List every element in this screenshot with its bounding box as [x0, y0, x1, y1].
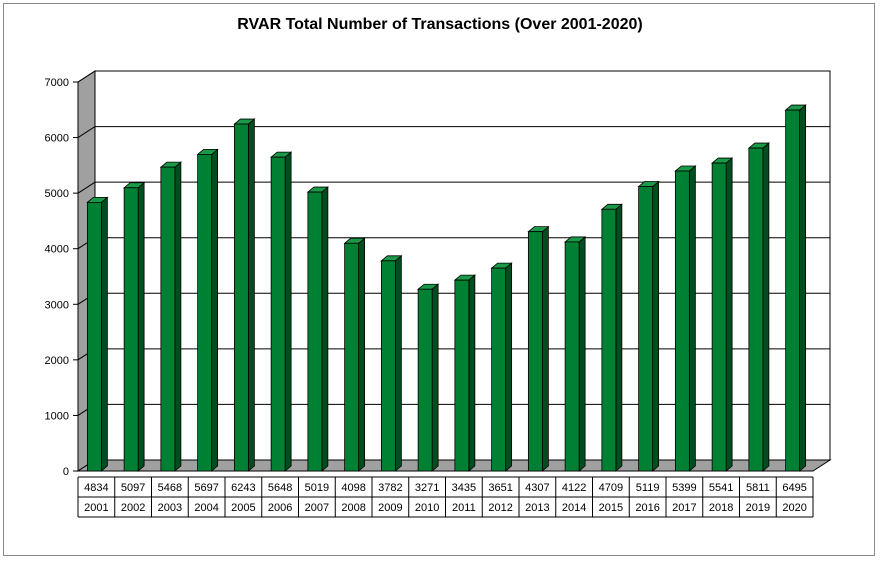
- bar: [417, 288, 433, 472]
- x-tick-label: 2010: [415, 502, 439, 514]
- y-tick-label: 0: [63, 466, 69, 478]
- bar: [601, 208, 617, 472]
- x-tick-label: 2019: [746, 502, 770, 514]
- x-tick-label: 2002: [121, 502, 145, 514]
- data-label: 5648: [268, 482, 292, 494]
- y-tick-label: 2000: [45, 355, 69, 367]
- data-label: 4098: [341, 482, 365, 494]
- bar: [233, 123, 249, 472]
- gridline-side: [77, 181, 96, 194]
- data-label: 6495: [782, 482, 806, 494]
- bar: [197, 154, 213, 472]
- y-tick-label: 7000: [45, 77, 69, 89]
- bar-side: [652, 180, 660, 472]
- bar-side: [505, 262, 513, 472]
- bar-side: [725, 157, 733, 472]
- y-tick-label: 4000: [45, 244, 69, 256]
- bar: [344, 242, 360, 472]
- bar-side: [799, 104, 807, 472]
- gridline-side: [77, 126, 96, 138]
- bar: [638, 186, 654, 472]
- bar: [123, 187, 139, 472]
- data-label: 3435: [452, 482, 476, 494]
- data-label: 5399: [672, 482, 696, 494]
- data-label: 3651: [488, 482, 512, 494]
- data-label: 3271: [415, 482, 439, 494]
- data-label: 5468: [158, 482, 182, 494]
- bar: [785, 109, 801, 472]
- bar-side: [394, 254, 402, 472]
- bar-side: [100, 196, 108, 472]
- bar-side: [174, 161, 182, 472]
- bar-side: [137, 181, 145, 472]
- data-label: 5119: [636, 482, 660, 494]
- bar-side: [468, 274, 476, 472]
- x-tick-label: 2004: [194, 502, 218, 514]
- bar: [86, 201, 102, 472]
- x-tick-label: 2007: [305, 502, 329, 514]
- data-label: 4834: [84, 482, 108, 494]
- bar: [491, 267, 507, 472]
- bar: [380, 260, 396, 472]
- bar-side: [541, 225, 549, 472]
- bar-side: [688, 165, 696, 472]
- x-tick-label: 2014: [562, 502, 586, 514]
- chart-title: RVAR Total Number of Transactions (Over …: [237, 16, 643, 33]
- data-label: 5811: [746, 482, 770, 494]
- bar-side: [247, 118, 255, 472]
- x-tick-label: 2011: [452, 502, 476, 514]
- data-label: 5541: [709, 482, 733, 494]
- x-tick-label: 2009: [378, 502, 402, 514]
- x-tick-label: 2012: [488, 502, 512, 514]
- y-tick-label: 3000: [45, 299, 69, 311]
- data-label: 5097: [121, 482, 145, 494]
- data-label: 4709: [599, 482, 623, 494]
- bar-side: [321, 186, 329, 472]
- bar: [564, 241, 580, 472]
- x-tick-label: 2016: [635, 502, 659, 514]
- y-tick-label: 6000: [45, 133, 69, 145]
- x-tick-label: 2018: [709, 502, 733, 514]
- bar-side: [578, 236, 586, 472]
- bar: [527, 231, 543, 472]
- x-tick-label: 2001: [84, 502, 108, 514]
- bar-side: [284, 151, 292, 472]
- x-tick-label: 2005: [231, 502, 255, 514]
- bar: [674, 170, 690, 472]
- bar: [711, 162, 727, 472]
- bar-side: [762, 142, 770, 472]
- bar: [160, 166, 176, 472]
- bar: [748, 147, 764, 472]
- x-tick-label: 2013: [525, 502, 549, 514]
- bar-side: [615, 203, 623, 472]
- x-tick-label: 2017: [672, 502, 696, 514]
- x-tick-label: 2003: [158, 502, 182, 514]
- bar-side: [211, 148, 219, 472]
- bar: [270, 156, 286, 472]
- data-label: 5019: [305, 482, 329, 494]
- bar: [307, 191, 323, 472]
- bar: [454, 279, 470, 472]
- y-tick-label: 1000: [45, 410, 69, 422]
- bar-side: [358, 237, 366, 472]
- x-tick-label: 2006: [268, 502, 292, 514]
- data-label: 6243: [231, 482, 255, 494]
- bar-side: [431, 283, 439, 472]
- data-label: 4307: [525, 482, 549, 494]
- data-label: 5697: [194, 482, 218, 494]
- x-tick-label: 2015: [599, 502, 623, 514]
- data-label: 3782: [378, 482, 402, 494]
- x-tick-label: 2020: [782, 502, 806, 514]
- x-tick-label: 2008: [341, 502, 365, 514]
- gridline-side: [77, 70, 96, 83]
- y-tick-label: 5000: [45, 188, 69, 200]
- data-label: 4122: [562, 482, 586, 494]
